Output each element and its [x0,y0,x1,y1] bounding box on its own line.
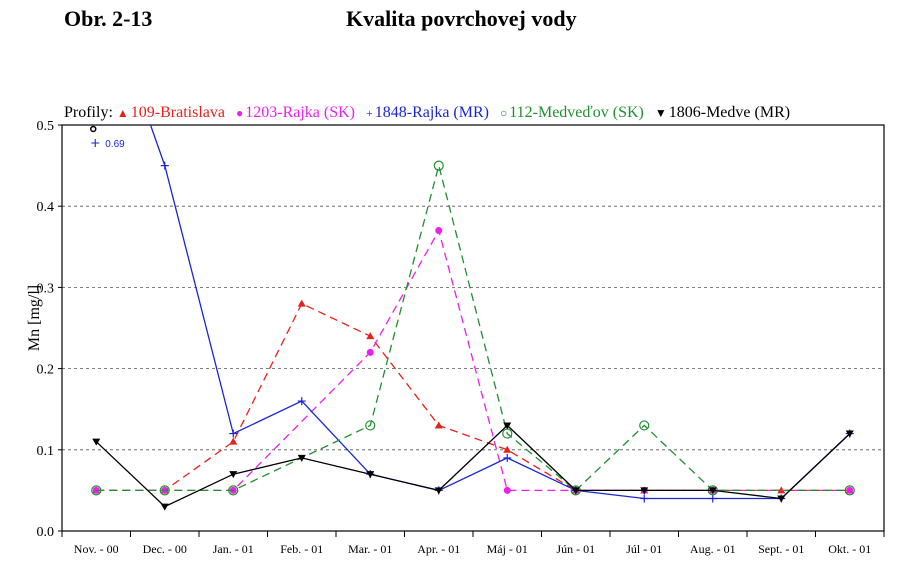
legend-label: 1203-Rajka (SK) [245,104,355,121]
data-point [365,420,376,431]
data-point [229,471,238,479]
data-point [639,420,650,431]
figure-number: Obr. 2-13 [64,6,153,31]
data-point [844,485,855,496]
data-point [433,160,444,171]
x-tick-label: Aug. - 01 [690,542,736,556]
legend-item-medve-mr: ▼ 1806-Medve (MR) [655,104,790,121]
series-line [96,228,850,492]
data-point [92,438,101,446]
series-line [95,424,851,508]
x-tick-label: Apr. - 01 [417,542,460,556]
legend-label: 109-Bratislava [130,104,225,121]
data-point [297,397,306,406]
annotation-plus [91,139,100,147]
data-point [91,485,102,496]
triangle-up-icon: ▲ [116,106,129,120]
data-point [503,422,512,430]
legend-label: 1806-Medve (MR) [668,104,791,121]
legend: Profily: ▲ 109-Bratislava ● 1203-Rajka (SK… [64,104,797,122]
data-point [845,430,854,438]
data-point [228,485,239,496]
off-scale-marker [90,125,97,133]
data-point [503,453,512,462]
series-line [149,125,851,500]
data-point [435,227,443,235]
legend-label: 1848-Rajka (MR) [374,104,489,121]
data-point [92,486,100,494]
x-tick-label: Nov. - 00 [74,542,119,556]
x-tick-label: Mar. - 01 [348,542,392,556]
plot-frame [61,124,885,532]
chart-title: Kvalita povrchovej vody [346,6,577,31]
data-point [640,487,649,495]
data-point [571,487,580,495]
legend-item-medvedov-sk: ○ 112-Medveďov (SK) [500,104,648,121]
data-point [503,486,511,494]
x-tick-label: Dec. - 00 [143,542,187,556]
data-point [434,487,443,495]
legend-item-rajka-sk: ● 1203-Rajka (SK) [236,104,359,121]
series-2 [149,125,854,503]
legend-label: 112-Medveďov (SK) [509,104,644,121]
data-point [297,454,306,462]
data-point [160,161,169,170]
annotation-label: 0.69 [105,139,125,150]
data-point [229,429,238,438]
series-line [96,163,850,492]
data-point [297,299,306,307]
x-tick-label: Sept. - 01 [758,542,804,556]
x-tick-label: Okt. - 01 [828,542,871,556]
data-point [366,348,374,356]
plus-icon: + [366,106,373,120]
data-point [777,486,786,494]
y-tick-label: 0.0 [37,525,55,540]
x-tick-label: Máj - 01 [487,542,528,556]
data-point [777,495,786,503]
data-point [708,494,717,503]
legend-item-rajka-mr: +1848-Rajka (MR) [366,104,493,121]
legend-prefix: Profily: [64,104,113,121]
series-line [96,302,850,492]
x-tick-label: Feb. - 01 [280,542,323,556]
data-point [434,421,443,429]
data-point [229,437,238,445]
y-tick-label: 0.4 [37,200,55,215]
data-point [160,503,169,511]
data-point [159,485,170,496]
circle-open-icon: ○ [499,106,508,120]
series-1 [92,227,854,494]
x-tick-label: Jún - 01 [556,542,595,556]
triangle-down-icon: ▼ [654,106,667,120]
dot-icon: ● [235,106,244,120]
data-point [366,332,375,340]
legend-item-bratislava: ▲ 109-Bratislava [117,104,229,121]
data-point [640,494,649,503]
x-tick-label: Júl - 01 [626,542,662,556]
y-tick-label: 0.1 [37,444,55,459]
x-tick-label: Jan. - 01 [213,542,254,556]
series-4 [92,422,854,511]
y-tick-label: 0.2 [37,363,55,378]
data-point [366,471,375,479]
y-tick-label: 0.5 [37,119,55,134]
data-point [503,445,512,453]
data-point [708,487,717,495]
y-tick-label: 0.3 [37,281,55,296]
